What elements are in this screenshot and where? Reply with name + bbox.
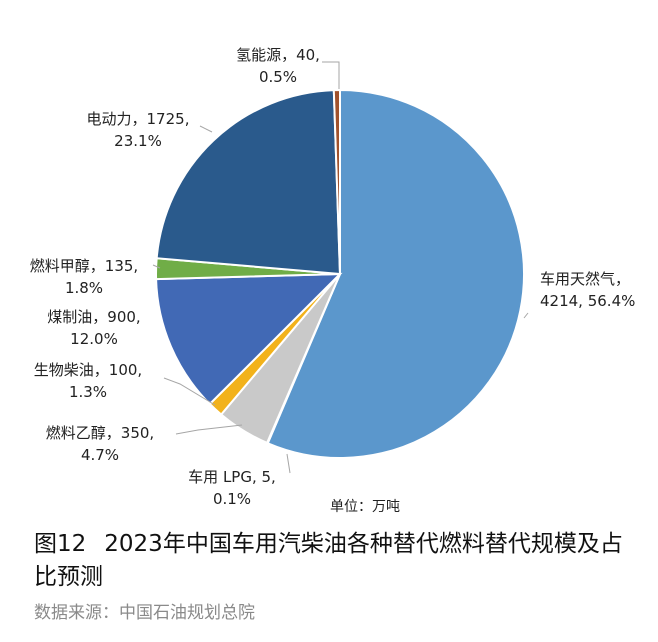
slice-label-line: 燃料甲醇，135, xyxy=(30,257,138,275)
figure-caption: 图12 2023年中国车用汽柴油各种替代燃料替代规模及占比预测 xyxy=(34,528,634,594)
slice-label-line: 电动力，1725, xyxy=(87,110,190,128)
slice-label: 燃料甲醇，135, 1.8% xyxy=(30,257,138,297)
slice-label: 氢能源，40, 0.5% xyxy=(236,46,320,86)
slice-label-line: 煤制油，900, xyxy=(47,308,140,326)
figure-number: 图12 xyxy=(34,531,87,557)
slice-label: 车用 LPG, 5, 0.1% xyxy=(188,468,276,508)
pie-slice xyxy=(155,89,342,276)
pie-slice xyxy=(266,88,525,459)
leader-lines xyxy=(152,61,529,474)
slice-label: 电动力，1725, 23.1% xyxy=(87,110,190,150)
slice-label: 车用天然气， 4214, 56.4% xyxy=(540,270,635,310)
slice-labels: 车用天然气， 4214, 56.4% 车用 LPG, 5, 0.1% 燃料乙醇，350,… xyxy=(30,46,636,508)
slice-label-line: 1.8% xyxy=(65,279,103,297)
figure-title: 2023年中国车用汽柴油各种替代燃料替代规模及占比预测 xyxy=(34,531,623,590)
leader-line xyxy=(175,424,243,435)
leader-line xyxy=(322,61,340,89)
pie-chart: 车用天然气， 4214, 56.4% 车用 LPG, 5, 0.1% 燃料乙醇，350,… xyxy=(30,46,636,515)
slice-label-line: 1.3% xyxy=(69,383,107,401)
slice-label-line: 车用 LPG, 5, xyxy=(188,468,276,486)
leader-line xyxy=(163,377,216,406)
slice-label: 燃料乙醇，350, 4.7% xyxy=(46,424,154,464)
leader-line xyxy=(152,264,161,269)
slice-label-line: 车用天然气， xyxy=(540,270,630,288)
leader-line xyxy=(523,312,529,319)
slice-label: 煤制油，900, 12.0% xyxy=(47,308,140,348)
leader-line xyxy=(199,125,213,133)
pie-slice xyxy=(332,88,341,275)
unit-label: 单位：万吨 xyxy=(330,499,400,515)
slice-label-line: 12.0% xyxy=(70,330,118,348)
leader-line xyxy=(286,453,291,474)
pie-slice xyxy=(155,272,343,406)
slice-label-line: 4214, 56.4% xyxy=(540,292,635,310)
slice-label-line: 0.1% xyxy=(213,490,251,508)
slice-label-line: 氢能源，40, xyxy=(236,46,320,64)
slice-label-line: 23.1% xyxy=(114,132,162,150)
data-source: 数据来源：中国石油规划总院 xyxy=(34,603,255,623)
slice-label-line: 0.5% xyxy=(259,68,297,86)
slice-label-line: 生物柴油，100, xyxy=(34,361,142,379)
slice-label-line: 燃料乙醇，350, xyxy=(46,424,154,442)
slice-label-line: 4.7% xyxy=(81,446,119,464)
slice-label: 生物柴油，100, 1.3% xyxy=(34,361,142,401)
pie-slices xyxy=(155,88,525,459)
